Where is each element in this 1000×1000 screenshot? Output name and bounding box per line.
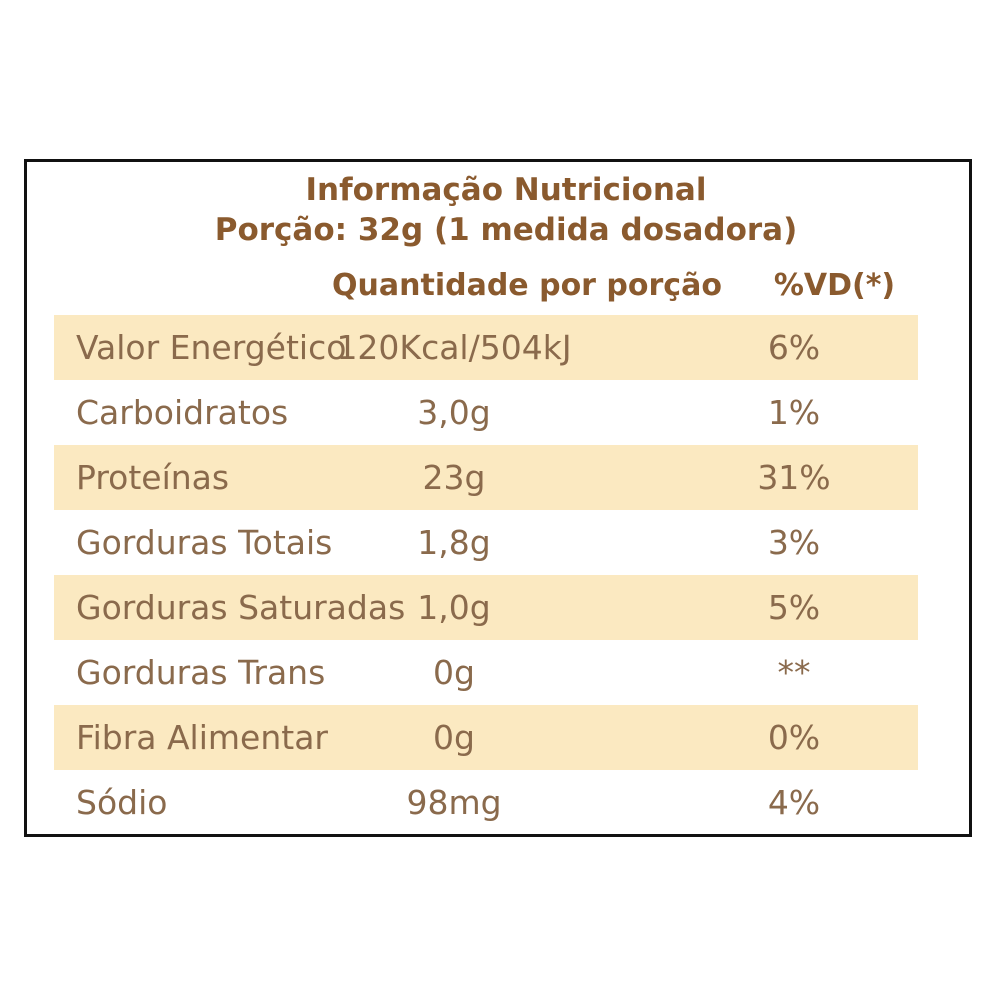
column-header-vd: %VD(*)	[773, 268, 896, 303]
nutrient-table: Valor Energético 120Kcal/504kJ 6% Carboi…	[54, 315, 918, 835]
nutrient-quantity: 0g	[433, 718, 475, 757]
label-title: Informação Nutricional	[305, 172, 707, 208]
nutrient-row-trans-fat: Gorduras Trans 0g **	[54, 640, 918, 705]
nutrient-quantity: 1,8g	[417, 523, 491, 562]
nutrition-facts-panel: Informação Nutricional Porção: 32g (1 me…	[24, 159, 972, 837]
nutrient-row-saturated-fat: Gorduras Saturadas 1,0g 5%	[54, 575, 918, 640]
nutrient-row-total-fat: Gorduras Totais 1,8g 3%	[54, 510, 918, 575]
nutrient-quantity: 120Kcal/504kJ	[336, 328, 572, 367]
nutrient-name: Carboidratos	[76, 393, 289, 432]
nutrient-vd: 0%	[767, 718, 821, 757]
nutrient-name: Sódio	[76, 783, 168, 822]
nutrient-quantity: 23g	[422, 458, 486, 497]
portion-size: Porção: 32g (1 medida dosadora)	[214, 212, 798, 248]
column-header-quantity: Quantidade por porção	[332, 268, 722, 303]
nutrient-quantity: 1,0g	[417, 588, 491, 627]
nutrient-name: Gorduras Saturadas	[76, 588, 406, 627]
nutrient-vd: 31%	[757, 458, 831, 497]
nutrient-vd: 5%	[767, 588, 821, 627]
nutrient-vd: 6%	[767, 328, 821, 367]
nutrient-name: Fibra Alimentar	[76, 718, 328, 757]
nutrient-name: Valor Energético	[76, 328, 347, 367]
nutrient-quantity: 3,0g	[417, 393, 491, 432]
nutrient-quantity: 0g	[433, 653, 475, 692]
nutrient-vd: 1%	[767, 393, 821, 432]
nutrient-row-carbohydrates: Carboidratos 3,0g 1%	[54, 380, 918, 445]
nutrient-vd: 4%	[767, 783, 821, 822]
nutrient-row-sodium: Sódio 98mg 4%	[54, 770, 918, 835]
nutrient-row-proteins: Proteínas 23g 31%	[54, 445, 918, 510]
nutrient-vd: **	[777, 653, 811, 692]
nutrient-row-dietary-fiber: Fibra Alimentar 0g 0%	[54, 705, 918, 770]
nutrient-quantity: 98mg	[406, 783, 502, 822]
nutrient-row-energy: Valor Energético 120Kcal/504kJ 6%	[54, 315, 918, 380]
nutrient-vd: 3%	[767, 523, 821, 562]
nutrient-name: Gorduras Totais	[76, 523, 333, 562]
nutrient-name: Proteínas	[76, 458, 230, 497]
nutrient-name: Gorduras Trans	[76, 653, 326, 692]
